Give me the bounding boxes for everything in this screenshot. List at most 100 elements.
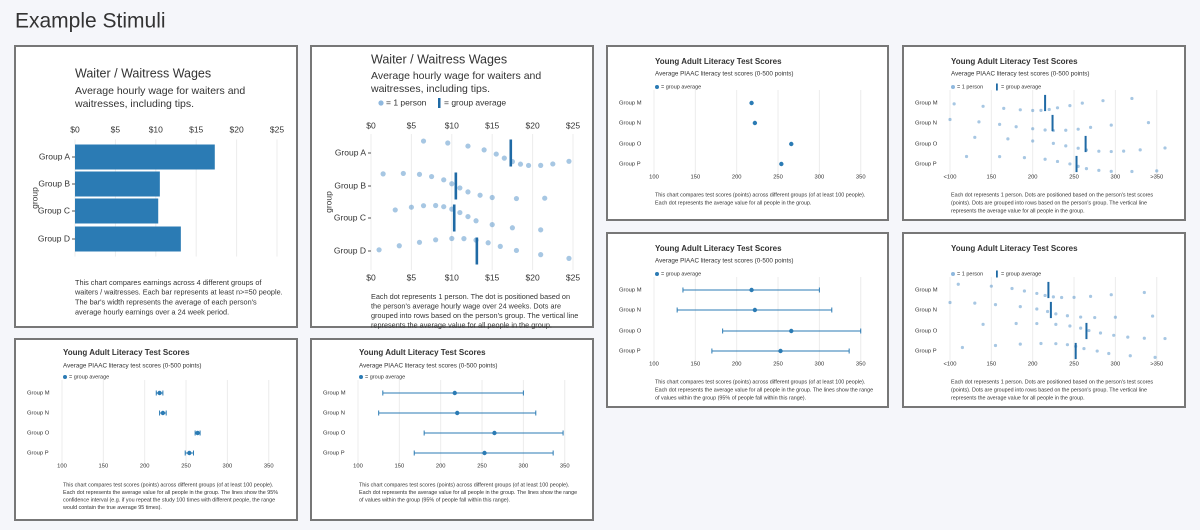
x-tick-label: 150	[395, 464, 405, 470]
person-dot	[1031, 108, 1035, 113]
person-dot	[1068, 324, 1072, 328]
person-dot	[493, 151, 499, 157]
x-tick-label: 250	[477, 464, 487, 470]
person-dot	[1039, 341, 1043, 346]
person-dot	[433, 237, 439, 243]
chart-panel: Waiter / Waitress Wages Average hourly wa…	[310, 45, 594, 329]
legend-label: = group average	[69, 374, 109, 380]
person-dot	[956, 282, 960, 286]
x-tick-label: >350	[1150, 362, 1163, 368]
x-tick-label: 150	[987, 175, 997, 181]
person-dot	[416, 171, 423, 177]
group-mean-line	[1049, 301, 1052, 319]
caption-line: This chart compares earnings across 4 di…	[75, 278, 262, 287]
category-label: Group N	[323, 411, 345, 417]
person-dot	[1014, 321, 1018, 326]
group-mean-line	[1051, 114, 1054, 132]
person-dot	[1031, 139, 1035, 143]
person-dot	[1043, 128, 1047, 132]
caption-line: Each dot represents the average value fo…	[359, 490, 577, 496]
x-tick-label: 100	[57, 464, 67, 470]
caption-line: This chart compares test scores (points)…	[63, 482, 273, 488]
person-dot	[449, 235, 455, 242]
x-tick-label: $25	[566, 272, 580, 282]
person-dot	[998, 155, 1002, 159]
person-dot	[1043, 293, 1047, 298]
person-dot	[1054, 322, 1058, 326]
person-dot	[1047, 107, 1051, 112]
person-dot	[1126, 335, 1130, 339]
person-dot	[993, 343, 998, 348]
legend-dot-symbol	[378, 100, 384, 106]
x-tick-label: $10	[445, 120, 459, 130]
x-tick-label: $20	[526, 272, 540, 282]
group-mean-dot	[195, 430, 200, 436]
group-mean-dot	[779, 161, 784, 167]
x-tick-label: $15	[485, 272, 499, 282]
person-dot	[1122, 149, 1126, 153]
person-dot	[566, 158, 572, 164]
caption-line: represents the average value for all peo…	[371, 320, 552, 329]
category-label: Group B	[38, 178, 70, 188]
group-mean-dot	[752, 307, 758, 313]
x-tick-label: 250	[181, 464, 191, 470]
x-tick-label: $15	[485, 120, 499, 130]
person-dot	[501, 155, 507, 161]
legend-dot-symbol	[359, 375, 363, 379]
person-dot	[1084, 167, 1089, 171]
caption-line: The bar's width represents the average o…	[75, 298, 257, 307]
legend-label: = group average	[365, 374, 405, 380]
person-dot	[1109, 149, 1113, 154]
person-dot	[981, 322, 985, 326]
person-dot	[1072, 295, 1076, 299]
x-tick-label: 300	[1111, 175, 1121, 181]
x-tick-label: $25	[270, 124, 284, 134]
chart-subtitle: Average PIAAC literacy test scores (0-50…	[63, 363, 201, 370]
bar	[75, 226, 181, 252]
caption-line: represents the average value for all peo…	[951, 395, 1085, 401]
x-tick-label: 100	[649, 175, 659, 181]
chart-panel: Young Adult Literacy Test Scores Average …	[14, 338, 298, 521]
x-tick-label: 350	[856, 175, 866, 181]
person-dot	[1109, 293, 1113, 297]
x-tick-label: 300	[519, 464, 529, 470]
person-dot	[1155, 169, 1159, 173]
person-dot	[1055, 106, 1060, 110]
person-dot	[489, 194, 495, 201]
person-dot	[538, 162, 544, 168]
legend-dot-symbol	[655, 85, 659, 89]
x-tick-label: 150	[987, 362, 997, 368]
group-mean-line	[1085, 322, 1088, 340]
caption-line: would contain the true average 95 times)…	[62, 505, 162, 511]
caption-line: (points). Dots are grouped into rows bas…	[951, 387, 1147, 393]
caption-line: (points). Dots are grouped into rows bas…	[951, 200, 1147, 206]
person-dot	[948, 300, 952, 305]
bar	[75, 144, 215, 170]
person-dot	[998, 122, 1002, 127]
chart-subtitle: waitresses, including tips.	[370, 83, 490, 95]
person-dot	[538, 252, 544, 258]
category-label: Group N	[619, 308, 641, 314]
group-mean-dot	[452, 390, 457, 396]
person-dot	[1109, 169, 1113, 173]
person-dot	[1018, 108, 1022, 112]
x-tick-label: $5	[111, 124, 121, 134]
caption-line: grouped into rows based on the person's …	[371, 311, 578, 320]
person-dot	[964, 154, 969, 159]
person-dot	[977, 120, 981, 124]
person-dot	[465, 143, 471, 149]
category-label: Group M	[915, 101, 938, 107]
group-mean-line	[509, 139, 513, 167]
person-dot	[1142, 336, 1146, 340]
category-label: Group O	[619, 142, 642, 148]
y-axis-label: group	[29, 187, 39, 209]
x-tick-label: 100	[649, 362, 659, 368]
person-dot	[457, 185, 463, 191]
person-dot	[1022, 155, 1027, 160]
chart-panel: Young Adult Literacy Test Scores Average …	[606, 45, 889, 221]
group-mean-dot	[749, 100, 754, 106]
category-label: Group O	[915, 142, 938, 148]
legend-dot-symbol	[655, 272, 659, 276]
y-axis-label: group	[323, 191, 333, 213]
